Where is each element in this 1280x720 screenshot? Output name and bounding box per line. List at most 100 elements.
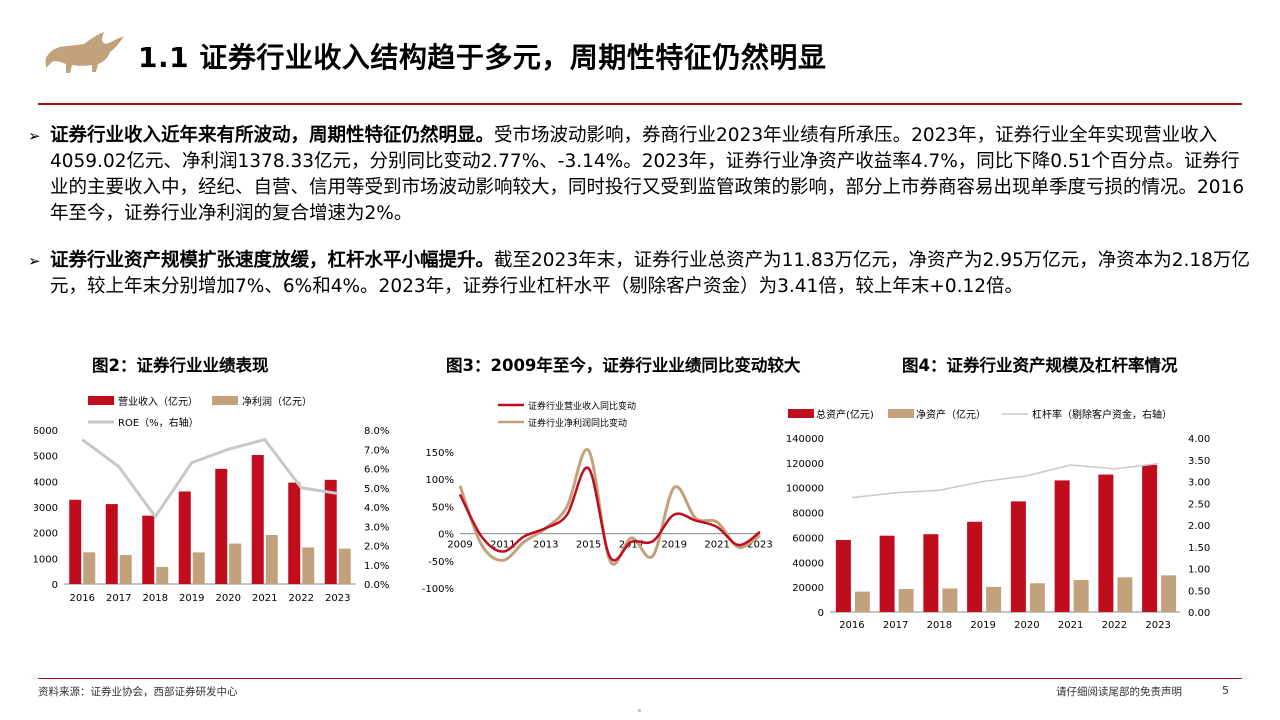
- y2-tick-label: 2.0%: [364, 542, 389, 553]
- y-tick-label: 1000: [34, 554, 58, 565]
- leverage-line: [851, 462, 1159, 499]
- x-tick-label: 2023: [325, 593, 350, 604]
- x-tick-label: 2021: [1058, 620, 1083, 631]
- legend-label-net-profit: 净利润（亿元）: [242, 395, 312, 408]
- y2-tick-label: 8.0%: [364, 426, 389, 437]
- y2-tick-label: 1.0%: [364, 561, 389, 572]
- source-note: 资料来源：证券业协会，西部证券研发中心: [38, 686, 238, 698]
- y2-tick-label: 2.50: [1188, 499, 1210, 510]
- x-tick-label: 2022: [289, 593, 314, 604]
- net-assets-bar: [942, 588, 958, 612]
- x-tick-label: 2023: [1145, 620, 1170, 631]
- x-tick-label: 2015: [576, 540, 601, 551]
- x-tick-label: 2016: [839, 620, 864, 631]
- y2-tick-label: 3.0%: [364, 522, 389, 533]
- y-tick-label: 3000: [34, 503, 58, 514]
- legend-swatch-net-assets: [888, 409, 914, 418]
- x-tick-label: 2020: [216, 593, 241, 604]
- legend-label-profit-yoy: 证券行业净利润同比变动: [528, 417, 627, 429]
- revenue-yoy-line: [458, 466, 761, 562]
- legend-label-net-assets: 净资产（亿元）: [916, 408, 986, 421]
- total-assets-bar: [1142, 464, 1158, 612]
- page-title: 1.1 证券行业收入结构趋于多元，周期性特征仍然明显: [138, 41, 827, 74]
- y2-tick-label: 0.50: [1188, 586, 1210, 597]
- legend-label-roe: ROE（%，右轴）: [118, 416, 199, 429]
- revenue-bar: [251, 455, 264, 584]
- x-tick-label: 2023: [747, 540, 772, 551]
- bullet-arrow-icon: ➢: [28, 127, 41, 145]
- bullet-body: 截至2023年末，证券行业总资产为11.83万亿元，净资产为2.95万亿元，净资…: [50, 250, 1250, 297]
- figure-4-title: 图4：证券行业资产规模及杠杆率情况: [902, 356, 1178, 375]
- legend-swatch-revenue: [88, 396, 114, 405]
- net-profit-bar: [265, 534, 278, 584]
- y-tick-label: 80000: [792, 509, 824, 520]
- y-tick-label: 60000: [792, 533, 824, 544]
- y2-tick-label: 1.50: [1188, 543, 1210, 554]
- y-tick-label: 20000: [792, 583, 824, 594]
- y2-tick-label: 0.00: [1188, 608, 1210, 619]
- x-tick-label: 2019: [179, 593, 204, 604]
- legend-label-total-assets: 总资产(亿元): [816, 408, 874, 421]
- figure-3-title: 图3：2009年至今，证券行业业绩同比变动较大: [446, 356, 801, 375]
- y-tick-label: 50%: [432, 502, 454, 513]
- legend-swatch-total-assets: [788, 409, 814, 418]
- y-tick-label: 4000: [34, 477, 58, 488]
- y2-tick-label: 7.0%: [364, 445, 389, 456]
- x-tick-label: 2019: [662, 540, 687, 551]
- net-profit-bar: [83, 552, 96, 584]
- total-assets-bar: [923, 534, 939, 612]
- legend-label-revenue: 营业收入（亿元）: [118, 395, 198, 408]
- total-assets-bar: [1010, 501, 1026, 612]
- net-assets-bar: [898, 589, 914, 612]
- y-tick-label: 40000: [792, 558, 824, 569]
- revenue-bar: [178, 491, 191, 584]
- y-tick-label: -100%: [422, 584, 454, 595]
- net-assets-bar: [1029, 583, 1045, 612]
- net-assets-bar: [854, 591, 870, 612]
- y-tick-label: 100000: [786, 484, 824, 495]
- total-assets-bar: [1054, 480, 1070, 612]
- x-tick-label: 2022: [1102, 620, 1127, 631]
- y2-tick-label: 0.0%: [364, 580, 389, 591]
- y-tick-label: 0: [52, 580, 58, 591]
- y-tick-label: 6000: [34, 426, 58, 437]
- x-tick-label: 2021: [252, 593, 277, 604]
- bullet-body: 受市场波动影响，券商行业2023年业绩有所承压。2023年，证券行业全年实现营业…: [50, 125, 1245, 224]
- y-tick-label: 100%: [425, 475, 454, 486]
- footer-divider: [38, 678, 1242, 679]
- x-tick-label: 2016: [70, 593, 95, 604]
- legend-label-revenue-yoy: 证券行业营业收入同比变动: [528, 400, 636, 412]
- bullet-heading: 证券行业收入近年来有所波动，周期性特征仍然明显。: [50, 125, 495, 146]
- x-tick-label: 2011: [490, 540, 515, 551]
- x-tick-label: 2019: [970, 620, 995, 631]
- y2-tick-label: 5.0%: [364, 484, 389, 495]
- x-tick-label: 2020: [1014, 620, 1039, 631]
- y2-tick-label: 3.50: [1188, 456, 1210, 467]
- y-tick-label: 2000: [34, 529, 58, 540]
- y2-tick-label: 2.00: [1188, 521, 1210, 532]
- y2-tick-label: 4.0%: [364, 503, 389, 514]
- bullet-arrow-icon: ➢: [28, 252, 41, 270]
- x-tick-label: 2018: [143, 593, 168, 604]
- roe-line: [81, 437, 338, 520]
- x-tick-label: 2017: [619, 540, 644, 551]
- total-assets-bar: [879, 535, 895, 612]
- net-profit-bar: [302, 547, 315, 584]
- title-divider: [38, 103, 1242, 105]
- y-tick-label: 150%: [425, 448, 454, 459]
- bull-logo-icon: [45, 32, 124, 73]
- total-assets-bar: [967, 521, 983, 612]
- net-profit-yoy-line: [458, 447, 761, 566]
- figure-2-title: 图2：证券行业业绩表现: [92, 356, 269, 375]
- y2-tick-label: 1.00: [1188, 565, 1210, 576]
- x-tick-label: 2018: [927, 620, 952, 631]
- revenue-bar: [69, 499, 82, 584]
- revenue-bar: [142, 515, 155, 584]
- net-assets-bar: [986, 586, 1002, 612]
- figure-4-chart: 总资产(亿元) 净资产（亿元） 杠杆率（剔除客户资金，右轴） 0 20000 40000…: [786, 408, 1210, 631]
- page-dot: [638, 709, 641, 712]
- total-assets-bar: [1098, 474, 1114, 612]
- net-profit-bar: [156, 566, 169, 584]
- y2-tick-label: 4.00: [1188, 434, 1210, 445]
